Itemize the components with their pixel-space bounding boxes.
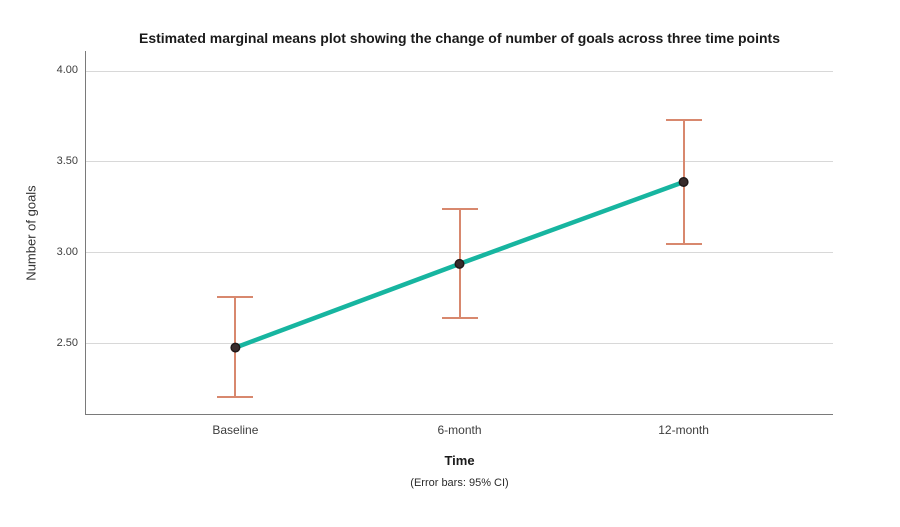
error-bar xyxy=(217,395,254,398)
x-tick-label: 6-month xyxy=(437,423,482,437)
chart-title: Estimated marginal means plot showing th… xyxy=(138,30,780,46)
gridline xyxy=(86,343,833,345)
x-tick-label: 12-month xyxy=(658,423,709,437)
x-tick-label: Baseline xyxy=(212,423,259,437)
error-bar xyxy=(665,242,702,245)
error-bar xyxy=(217,295,254,298)
y-axis-title: Number of goals xyxy=(23,185,39,281)
error-bar xyxy=(441,317,478,320)
gridline xyxy=(86,161,833,163)
trend-line-layer xyxy=(230,177,689,353)
data-point-marker xyxy=(678,177,689,188)
y-tick-label: 2.50 xyxy=(56,336,78,349)
error-bar xyxy=(441,208,478,211)
plot-area xyxy=(85,51,833,415)
error-bar-note: (Error bars: 95% CI) xyxy=(410,477,509,489)
y-tick-label: 3.50 xyxy=(56,154,78,167)
x-axis-title: Time xyxy=(444,453,475,468)
error-bar xyxy=(665,119,702,122)
gridline xyxy=(86,70,833,72)
y-tick-label: 3.00 xyxy=(56,245,78,258)
y-tick-label: 4.00 xyxy=(56,64,78,76)
data-point-marker xyxy=(454,258,465,269)
data-point-marker xyxy=(230,342,241,353)
